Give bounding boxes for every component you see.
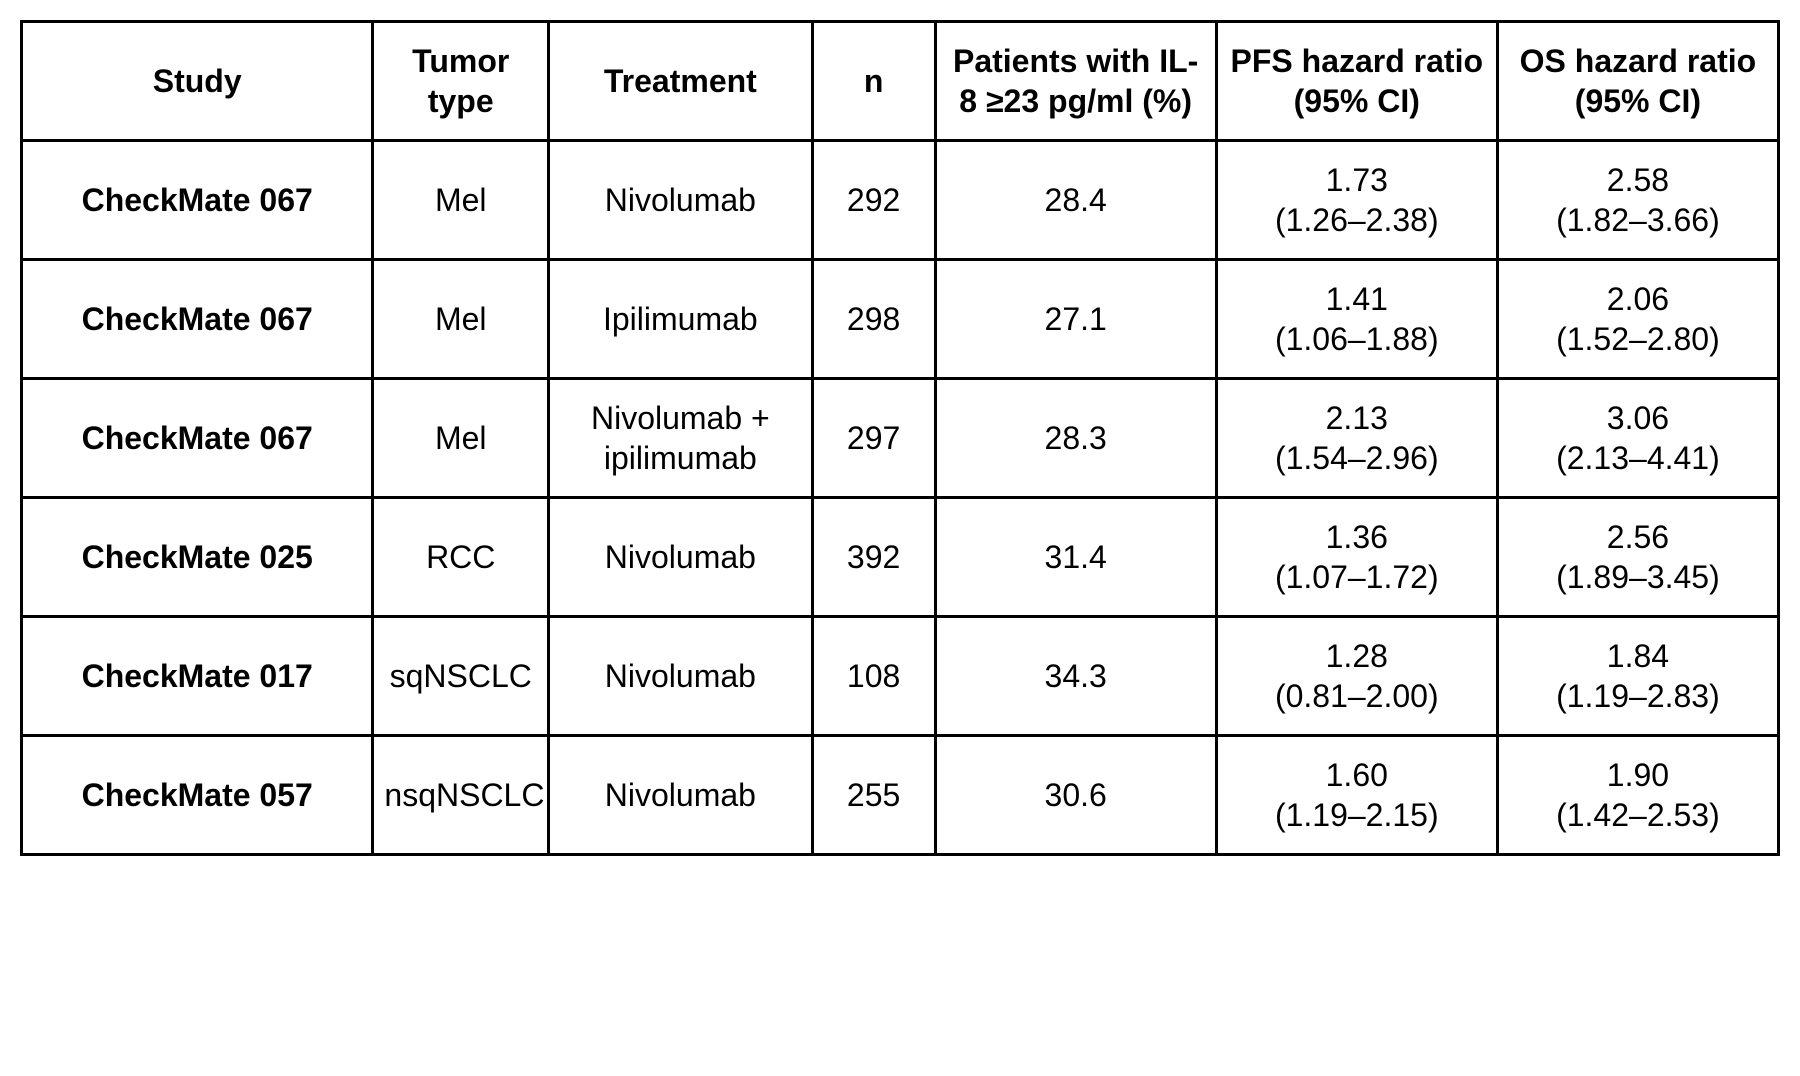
table-row: CheckMate 067 Mel Ipilimumab 298 27.1 1.… xyxy=(22,260,1779,379)
cell-study: CheckMate 067 xyxy=(22,141,373,260)
header-treatment: Treatment xyxy=(549,22,813,141)
pfs-ci: (1.26–2.38) xyxy=(1228,200,1486,240)
cell-il8: 28.3 xyxy=(935,379,1216,498)
cell-treatment: Nivolumab xyxy=(549,498,813,617)
table-row: CheckMate 057 nsqNSCLC Nivolumab 255 30.… xyxy=(22,736,1779,855)
pfs-value: 1.41 xyxy=(1228,279,1486,319)
cell-study: CheckMate 025 xyxy=(22,498,373,617)
cell-treatment: Nivolumab xyxy=(549,617,813,736)
cell-pfs: 1.41 (1.06–1.88) xyxy=(1216,260,1497,379)
table-row: CheckMate 067 Mel Nivolumab 292 28.4 1.7… xyxy=(22,141,1779,260)
cell-treatment: Nivolumab + ipilimumab xyxy=(549,379,813,498)
os-value: 2.56 xyxy=(1509,517,1767,557)
os-value: 2.58 xyxy=(1509,160,1767,200)
cell-study: CheckMate 017 xyxy=(22,617,373,736)
cell-n: 292 xyxy=(812,141,935,260)
cell-tumor: Mel xyxy=(373,260,549,379)
cell-tumor: Mel xyxy=(373,379,549,498)
header-os: OS hazard ratio (95% CI) xyxy=(1497,22,1778,141)
cell-study: CheckMate 067 xyxy=(22,260,373,379)
cell-il8: 27.1 xyxy=(935,260,1216,379)
cell-tumor: Mel xyxy=(373,141,549,260)
clinical-studies-table: Study Tumor type Treatment n Patients wi… xyxy=(20,20,1780,856)
os-ci: (1.52–2.80) xyxy=(1509,319,1767,359)
header-il8: Patients with IL-8 ≥23 pg/ml (%) xyxy=(935,22,1216,141)
os-value: 2.06 xyxy=(1509,279,1767,319)
cell-treatment: Nivolumab xyxy=(549,141,813,260)
cell-pfs: 1.28 (0.81–2.00) xyxy=(1216,617,1497,736)
os-ci: (1.89–3.45) xyxy=(1509,557,1767,597)
cell-pfs: 1.36 (1.07–1.72) xyxy=(1216,498,1497,617)
table-body: CheckMate 067 Mel Nivolumab 292 28.4 1.7… xyxy=(22,141,1779,855)
pfs-value: 1.36 xyxy=(1228,517,1486,557)
os-value: 1.84 xyxy=(1509,636,1767,676)
cell-os: 1.84 (1.19–2.83) xyxy=(1497,617,1778,736)
pfs-ci: (1.19–2.15) xyxy=(1228,795,1486,835)
cell-os: 1.90 (1.42–2.53) xyxy=(1497,736,1778,855)
cell-n: 108 xyxy=(812,617,935,736)
cell-os: 2.06 (1.52–2.80) xyxy=(1497,260,1778,379)
cell-il8: 30.6 xyxy=(935,736,1216,855)
pfs-ci: (1.06–1.88) xyxy=(1228,319,1486,359)
pfs-value: 1.60 xyxy=(1228,755,1486,795)
cell-os: 2.58 (1.82–3.66) xyxy=(1497,141,1778,260)
os-ci: (1.19–2.83) xyxy=(1509,676,1767,716)
header-n: n xyxy=(812,22,935,141)
cell-tumor: RCC xyxy=(373,498,549,617)
header-study: Study xyxy=(22,22,373,141)
pfs-ci: (1.54–2.96) xyxy=(1228,438,1486,478)
cell-study: CheckMate 067 xyxy=(22,379,373,498)
table-header-row: Study Tumor type Treatment n Patients wi… xyxy=(22,22,1779,141)
cell-os: 3.06 (2.13–4.41) xyxy=(1497,379,1778,498)
pfs-value: 2.13 xyxy=(1228,398,1486,438)
cell-pfs: 1.73 (1.26–2.38) xyxy=(1216,141,1497,260)
header-pfs: PFS hazard ratio (95% CI) xyxy=(1216,22,1497,141)
cell-tumor: nsqNSCLC xyxy=(373,736,549,855)
os-value: 3.06 xyxy=(1509,398,1767,438)
cell-n: 255 xyxy=(812,736,935,855)
os-ci: (1.82–3.66) xyxy=(1509,200,1767,240)
cell-il8: 34.3 xyxy=(935,617,1216,736)
os-ci: (1.42–2.53) xyxy=(1509,795,1767,835)
table-row: CheckMate 017 sqNSCLC Nivolumab 108 34.3… xyxy=(22,617,1779,736)
os-value: 1.90 xyxy=(1509,755,1767,795)
cell-n: 297 xyxy=(812,379,935,498)
header-tumor: Tumor type xyxy=(373,22,549,141)
os-ci: (2.13–4.41) xyxy=(1509,438,1767,478)
cell-tumor: sqNSCLC xyxy=(373,617,549,736)
cell-n: 392 xyxy=(812,498,935,617)
pfs-value: 1.28 xyxy=(1228,636,1486,676)
cell-pfs: 2.13 (1.54–2.96) xyxy=(1216,379,1497,498)
table-row: CheckMate 067 Mel Nivolumab + ipilimumab… xyxy=(22,379,1779,498)
pfs-ci: (1.07–1.72) xyxy=(1228,557,1486,597)
cell-study: CheckMate 057 xyxy=(22,736,373,855)
cell-treatment: Nivolumab xyxy=(549,736,813,855)
cell-treatment: Ipilimumab xyxy=(549,260,813,379)
pfs-ci: (0.81–2.00) xyxy=(1228,676,1486,716)
cell-pfs: 1.60 (1.19–2.15) xyxy=(1216,736,1497,855)
cell-n: 298 xyxy=(812,260,935,379)
cell-il8: 31.4 xyxy=(935,498,1216,617)
cell-il8: 28.4 xyxy=(935,141,1216,260)
pfs-value: 1.73 xyxy=(1228,160,1486,200)
table-row: CheckMate 025 RCC Nivolumab 392 31.4 1.3… xyxy=(22,498,1779,617)
cell-os: 2.56 (1.89–3.45) xyxy=(1497,498,1778,617)
